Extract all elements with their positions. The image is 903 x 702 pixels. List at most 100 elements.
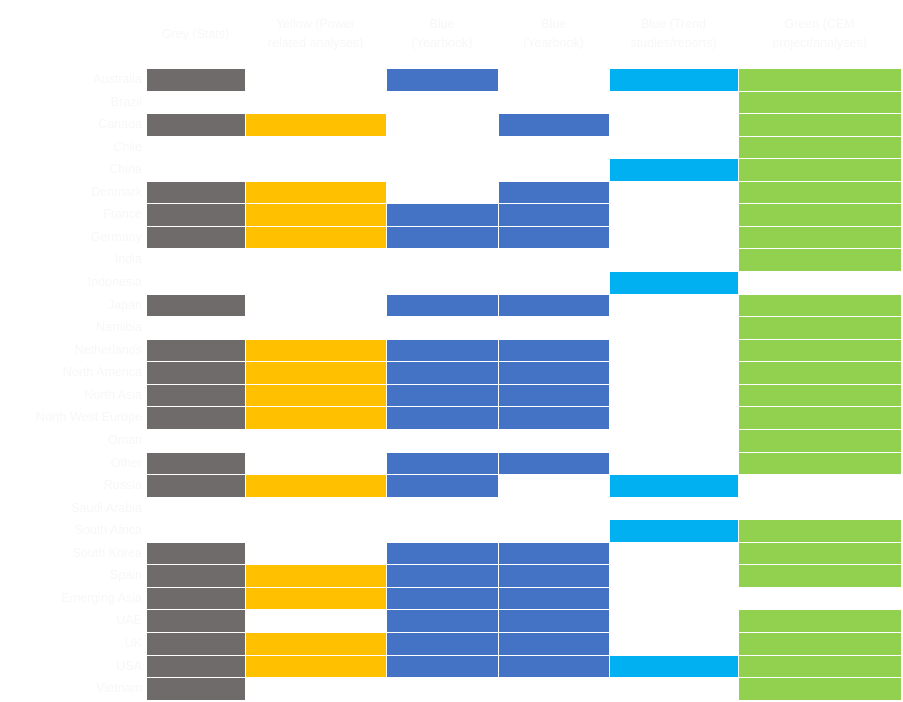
- row-label: Denmark: [91, 184, 142, 199]
- matrix-cell: [147, 114, 245, 136]
- matrix-cell: [387, 542, 498, 565]
- matrix-cell: [610, 159, 738, 181]
- matrix-cell: [499, 294, 609, 317]
- matrix-cell: [739, 610, 901, 632]
- matrix-cell: [739, 339, 901, 362]
- row-label: China: [109, 162, 142, 177]
- matrix-cell: [387, 204, 498, 226]
- matrix-cell: [147, 226, 245, 249]
- matrix-cell: [147, 181, 245, 204]
- matrix-cell: [739, 294, 901, 317]
- matrix-cell: [147, 452, 245, 475]
- matrix-cell: [499, 362, 609, 384]
- matrix-cell: [739, 452, 901, 475]
- matrix-cell: [387, 587, 498, 610]
- matrix-cell: [739, 362, 901, 384]
- row-label: Chile: [113, 139, 143, 154]
- matrix-cell: [387, 610, 498, 632]
- matrix-cell: [610, 520, 738, 542]
- matrix-cell: [387, 452, 498, 475]
- matrix-cell: [610, 655, 738, 678]
- matrix-cell: [147, 633, 245, 655]
- column-header: Blue (Yearbook): [411, 17, 473, 50]
- matrix-cell: [147, 362, 245, 384]
- matrix-cell: [246, 384, 386, 407]
- matrix-cell: [739, 542, 901, 565]
- matrix-cell: [387, 655, 498, 678]
- matrix-cell: [739, 69, 901, 91]
- matrix-cell: [246, 565, 386, 587]
- row-label: Vietnam: [96, 681, 142, 696]
- matrix-cell: [610, 272, 738, 294]
- matrix-cell: [739, 655, 901, 678]
- matrix-cell: [147, 204, 245, 226]
- matrix-cell: [499, 339, 609, 362]
- matrix-cell: [739, 520, 901, 542]
- column-header: Green (CEM project/analyses): [772, 17, 867, 50]
- matrix-cell: [246, 114, 386, 136]
- matrix-cell: [246, 226, 386, 249]
- matrix-cell: [387, 475, 498, 497]
- matrix-cell: [739, 565, 901, 587]
- row-label: Spain: [110, 568, 142, 583]
- row-label: North West Europe: [35, 410, 142, 425]
- matrix-cell: [147, 678, 245, 700]
- matrix-cell: [246, 362, 386, 384]
- matrix-cell: [147, 565, 245, 587]
- matrix-cell: [246, 633, 386, 655]
- matrix-cell: [739, 678, 901, 700]
- matrix-cell: [246, 587, 386, 610]
- row-label: Saudi Arabia: [71, 500, 142, 515]
- matrix-cell: [387, 633, 498, 655]
- row-label: South Korea: [72, 545, 143, 560]
- row-label: North Asia: [84, 387, 142, 402]
- matrix-cell: [246, 407, 386, 429]
- row-label: Emerging Asia: [61, 590, 142, 605]
- matrix-cell: [739, 181, 901, 204]
- matrix-cell: [147, 384, 245, 407]
- row-label: Australia: [93, 72, 142, 86]
- matrix-cell: [739, 407, 901, 429]
- matrix-cell: [499, 407, 609, 429]
- row-label: France: [103, 207, 142, 222]
- row-label: USA: [116, 658, 142, 673]
- matrix-cell: [499, 181, 609, 204]
- matrix-cell: [499, 633, 609, 655]
- matrix-cell: [610, 475, 738, 497]
- row-label: Brazil: [110, 94, 142, 109]
- row-label: Japan: [107, 297, 142, 312]
- matrix-cell: [147, 587, 245, 610]
- matrix-cell: [147, 69, 245, 91]
- matrix-cell: [739, 204, 901, 226]
- row-label: Indonesia: [87, 275, 142, 290]
- row-label: Netherlands: [74, 342, 142, 357]
- matrix-cell: [387, 407, 498, 429]
- matrix-cell: [739, 429, 901, 452]
- matrix-cell: [147, 475, 245, 497]
- matrix-cell: [739, 159, 901, 181]
- matrix-cell: [499, 114, 609, 136]
- matrix-cell: [739, 317, 901, 339]
- matrix-cell: [147, 610, 245, 632]
- matrix-cell: [499, 565, 609, 587]
- matrix-cell: [147, 407, 245, 429]
- matrix-cell: [739, 249, 901, 272]
- row-label: South Africa: [74, 523, 142, 538]
- row-label: Russia: [103, 478, 142, 493]
- matrix-cell: [387, 565, 498, 587]
- row-label: Oman: [107, 432, 142, 447]
- matrix-cell: [499, 226, 609, 249]
- matrix-cell: [387, 294, 498, 317]
- matrix-cell: [499, 204, 609, 226]
- column-header: Blue (Yearbook): [523, 17, 584, 50]
- matrix-cell: [610, 69, 738, 91]
- matrix-cell: [147, 542, 245, 565]
- column-header: Grey (Stats): [161, 26, 230, 41]
- matrix-cell: [246, 181, 386, 204]
- matrix-cell: [246, 655, 386, 678]
- matrix-cell: [246, 475, 386, 497]
- matrix-cell: [499, 610, 609, 632]
- matrix-cell: [246, 339, 386, 362]
- row-label: UAE: [116, 613, 142, 628]
